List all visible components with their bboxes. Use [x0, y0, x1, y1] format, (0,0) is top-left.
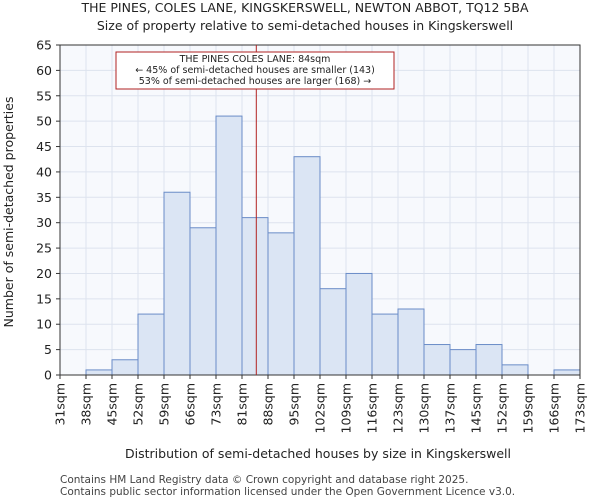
x-tick-label: 145sqm	[469, 383, 484, 433]
histogram-bar	[449, 349, 477, 376]
y-tick-label: 25	[36, 241, 52, 256]
histogram-bar	[111, 359, 139, 376]
y-axis-ticks: 0 5 10 15 20 25 30 35 40 45 50 55 60 65	[36, 38, 60, 383]
annotation-frame	[115, 51, 395, 90]
x-tick-label: 31sqm	[53, 383, 68, 426]
histogram-bar	[423, 344, 451, 376]
annotation-line-3: 53% of semi-detached houses are larger (…	[139, 76, 372, 87]
y-tick-label: 5	[44, 342, 52, 357]
x-tick-label: 173sqm	[573, 383, 588, 433]
histogram-bar	[241, 217, 269, 376]
x-tick-label: 81sqm	[235, 383, 250, 426]
x-tick-label: 130sqm	[417, 383, 432, 433]
bars	[85, 115, 581, 376]
annotation-box: THE PINES COLES LANE: 84sqm ← 45% of sem…	[115, 51, 395, 90]
histogram-bar	[553, 369, 581, 376]
y-tick-label: 55	[36, 88, 52, 103]
y-tick-label: 45	[36, 139, 52, 154]
y-tick-label: 65	[36, 38, 52, 53]
x-tick-label: 45sqm	[105, 383, 120, 426]
x-tick-label: 116sqm	[365, 383, 380, 433]
y-tick-label: 35	[36, 190, 52, 205]
y-tick-label: 15	[36, 291, 52, 306]
x-axis-ticks: 31sqm 38sqm 45sqm 52sqm 59sqm 66sqm 73sqm 81sqm…	[53, 375, 588, 433]
histogram-bar	[163, 191, 191, 376]
histogram-bar	[475, 344, 503, 376]
x-tick-label: 88sqm	[261, 383, 276, 426]
histogram-bar	[397, 308, 425, 376]
x-tick-label: 109sqm	[339, 383, 354, 433]
x-tick-label: 159sqm	[521, 383, 536, 433]
x-tick-label: 166sqm	[547, 383, 562, 433]
x-tick-label: 123sqm	[391, 383, 406, 433]
histogram-bar	[501, 364, 529, 376]
x-tick-label: 137sqm	[443, 383, 458, 433]
x-tick-label: 66sqm	[183, 383, 198, 426]
annotation-line-1: THE PINES COLES LANE: 84sqm	[179, 54, 331, 65]
footer-licence: Contains public sector information licen…	[60, 486, 515, 498]
x-tick-label: 95sqm	[287, 383, 302, 426]
y-tick-label: 20	[36, 266, 52, 281]
histogram-bar	[189, 227, 217, 376]
histogram-bar	[371, 313, 399, 376]
x-tick-label: 102sqm	[313, 383, 328, 433]
x-axis-label: Distribution of semi-detached houses by …	[125, 446, 511, 461]
histogram-bar	[85, 369, 113, 376]
annotation-line-2: ← 45% of semi-detached houses are smalle…	[135, 65, 375, 76]
histogram-bar	[137, 313, 165, 376]
y-tick-label: 30	[36, 215, 52, 230]
x-tick-label: 52sqm	[131, 383, 146, 426]
footer-copyright: Contains HM Land Registry data © Crown c…	[60, 474, 468, 486]
histogram-bar	[319, 288, 347, 376]
y-tick-label: 10	[36, 317, 52, 332]
x-tick-label: 59sqm	[157, 383, 172, 426]
histogram-bar	[267, 232, 295, 376]
y-tick-label: 40	[36, 164, 52, 179]
histogram-bar	[215, 115, 243, 376]
y-axis-label: Number of semi-detached properties	[1, 97, 16, 328]
histogram-bar	[345, 272, 373, 376]
y-tick-label: 50	[36, 114, 52, 129]
chart-subtitle: Size of property relative to semi-detach…	[97, 18, 513, 33]
x-tick-label: 152sqm	[495, 383, 510, 433]
y-tick-label: 60	[36, 63, 52, 78]
y-tick-label: 0	[44, 368, 52, 383]
plot-area: 0 5 10 15 20 25 30 35 40 45 50 55 60 65 31sqm 38sqm 45s…	[36, 38, 587, 434]
chart-title: THE PINES, COLES LANE, KINGSKERSWELL, NE…	[80, 0, 528, 15]
x-tick-label: 38sqm	[79, 383, 94, 426]
x-tick-label: 73sqm	[209, 383, 224, 426]
histogram-bar	[293, 156, 321, 376]
